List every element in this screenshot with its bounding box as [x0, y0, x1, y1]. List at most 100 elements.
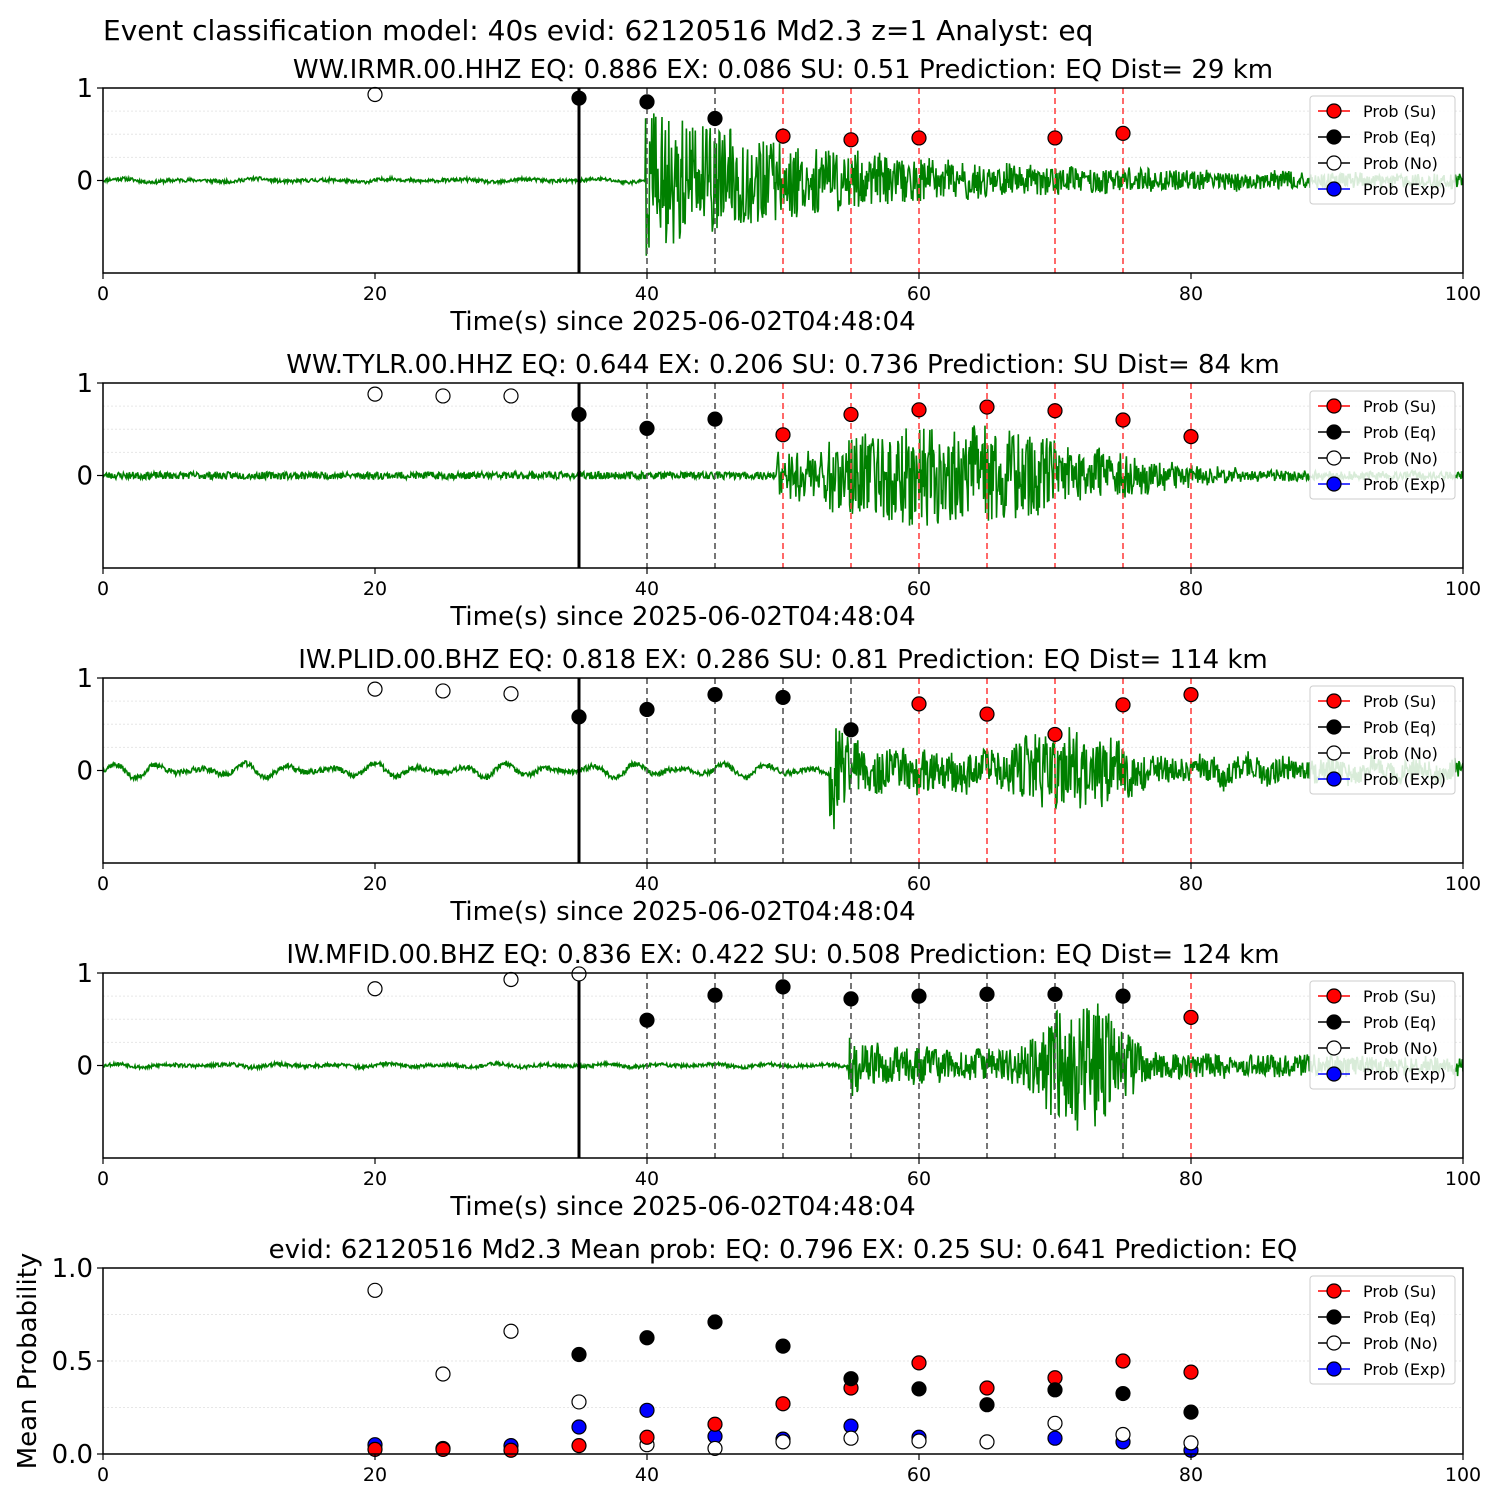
legend-entry: Prob (Eq) [1318, 128, 1436, 147]
legend: Prob (Su) Prob (Eq) Prob (No) Prob (Exp) [1309, 390, 1456, 500]
prob-no-marker [1047, 1415, 1063, 1431]
prob-no-marker [571, 966, 587, 982]
prob-no-marker [503, 971, 519, 988]
x-tick-label: 20 [363, 283, 387, 305]
legend-marker [1326, 103, 1342, 119]
legend-marker [1326, 181, 1342, 197]
x-tick-label: 80 [1179, 283, 1203, 305]
prob-no-marker [707, 1440, 723, 1457]
x-tick-label: 0 [97, 1168, 109, 1190]
panel-title: IW.MFID.00.BHZ EQ: 0.836 EX: 0.422 SU: 0… [286, 940, 1279, 970]
prob-no-marker [435, 683, 451, 699]
panel-title: WW.TYLR.00.HHZ EQ: 0.644 EX: 0.206 SU: 0… [286, 350, 1279, 380]
prob-eq-marker [639, 1330, 655, 1346]
prob-eq-marker [639, 1012, 655, 1028]
panel-2: 0 20 40 60 80 100 0 1 WW.TYLR.00.HHZ EQ: 0.644 E… [76, 350, 1481, 632]
prob-no-marker [571, 1394, 587, 1410]
prob-su-marker [1115, 412, 1131, 428]
y-tick-label: 1.0 [52, 1254, 93, 1284]
legend-entry: Prob (Eq) [1318, 1308, 1436, 1327]
legend-label: Prob (Exp) [1363, 475, 1446, 494]
legend-marker [1326, 771, 1342, 787]
legend-frame [1309, 1275, 1456, 1385]
prob-su-marker [1183, 1009, 1199, 1026]
legend-entry: Prob (Eq) [1318, 718, 1436, 737]
x-tick-label: 80 [1179, 1168, 1203, 1190]
legend-label: Prob (No) [1363, 744, 1438, 763]
x-tick-label: 40 [635, 1464, 659, 1486]
prob-su-marker [911, 696, 927, 712]
legend-label: Prob (No) [1363, 449, 1438, 468]
y-tick-label: 1 [76, 369, 93, 399]
legend-label: Prob (Eq) [1363, 1308, 1436, 1327]
legend-entry: Prob (No) [1318, 1039, 1438, 1058]
prob-su-marker [1183, 429, 1199, 445]
prob-su-marker [1115, 697, 1131, 713]
prob-no-marker [503, 1323, 519, 1339]
legend-entry: Prob (No) [1318, 744, 1438, 763]
legend-label: Prob (No) [1363, 154, 1438, 173]
legend-label: Prob (Su) [1363, 102, 1436, 121]
panel-5: 0 20 40 60 80 100 0.0 0.5 1.0 evid: 62120516 Md2.… [13, 1235, 1481, 1486]
legend-entry: Prob (No) [1318, 154, 1438, 173]
x-tick-label: 40 [635, 283, 659, 305]
legend-marker [1326, 1040, 1342, 1056]
prob-su-marker [1047, 403, 1063, 419]
x-tick-label: 100 [1445, 1464, 1481, 1486]
prob-exp-marker [639, 1402, 655, 1418]
prob-no-marker [979, 1434, 995, 1450]
prob-no-marker [911, 1433, 927, 1449]
legend-label: Prob (Eq) [1363, 128, 1436, 147]
prob-no-marker [1115, 1426, 1131, 1443]
legend-label: Prob (Su) [1363, 987, 1436, 1006]
prob-su-marker [979, 399, 995, 415]
prob-su-marker [1047, 130, 1063, 146]
prob-no-marker [775, 1434, 791, 1450]
prob-no-marker [503, 686, 519, 702]
legend-entry: Prob (Su) [1318, 1282, 1436, 1301]
prob-su-marker [1115, 125, 1131, 141]
legend-marker [1326, 398, 1342, 414]
prob-eq-marker [775, 689, 791, 706]
prob-exp-marker [571, 1419, 587, 1435]
y-tick-label: 0 [76, 757, 93, 787]
legend-entry: Prob (No) [1318, 1334, 1438, 1353]
waveform-trace [103, 425, 1463, 526]
y-tick-label: 0 [76, 1052, 93, 1082]
prob-eq-marker [639, 94, 655, 110]
prob-eq-marker [707, 110, 723, 127]
prob-eq-marker [571, 1346, 587, 1363]
x-tick-label: 40 [635, 873, 659, 895]
legend-label: Prob (Su) [1363, 397, 1436, 416]
prob-su-marker [571, 1438, 587, 1454]
waveform-trace [103, 113, 1463, 256]
legend-marker [1326, 1309, 1342, 1325]
prob-eq-marker [775, 979, 791, 995]
prob-eq-marker [979, 1397, 995, 1413]
legend: Prob (Su) Prob (Eq) Prob (No) Prob (Exp) [1309, 95, 1456, 205]
legend: Prob (Su) Prob (Eq) Prob (No) Prob (Exp) [1309, 1275, 1456, 1385]
legend-marker [1326, 424, 1342, 440]
prob-eq-marker [911, 1381, 927, 1397]
prob-no-marker [367, 981, 383, 997]
legend-entry: Prob (No) [1318, 449, 1438, 468]
prob-su-marker [775, 427, 791, 443]
x-axis-label: Time(s) since 2025-06-02T04:48:04 [449, 307, 915, 337]
prob-eq-marker [571, 709, 587, 725]
x-tick-label: 60 [907, 283, 931, 305]
prob-eq-marker [571, 406, 587, 423]
panel-1: 0 20 40 60 80 100 0 1 WW.IRMR.00.HHZ EQ: 0.886 E… [76, 55, 1481, 337]
prob-su-marker [1047, 726, 1063, 743]
legend-marker [1326, 450, 1342, 466]
y-tick-label: 0.5 [52, 1347, 93, 1377]
prob-su-marker [503, 1442, 519, 1458]
x-tick-label: 40 [635, 578, 659, 600]
prob-eq-marker [979, 986, 995, 1002]
x-tick-label: 100 [1445, 283, 1481, 305]
legend-entry: Prob (Exp) [1318, 1360, 1446, 1379]
x-tick-label: 20 [363, 1168, 387, 1190]
prob-su-marker [843, 406, 859, 423]
plot-area [103, 88, 1463, 273]
x-tick-label: 20 [363, 578, 387, 600]
